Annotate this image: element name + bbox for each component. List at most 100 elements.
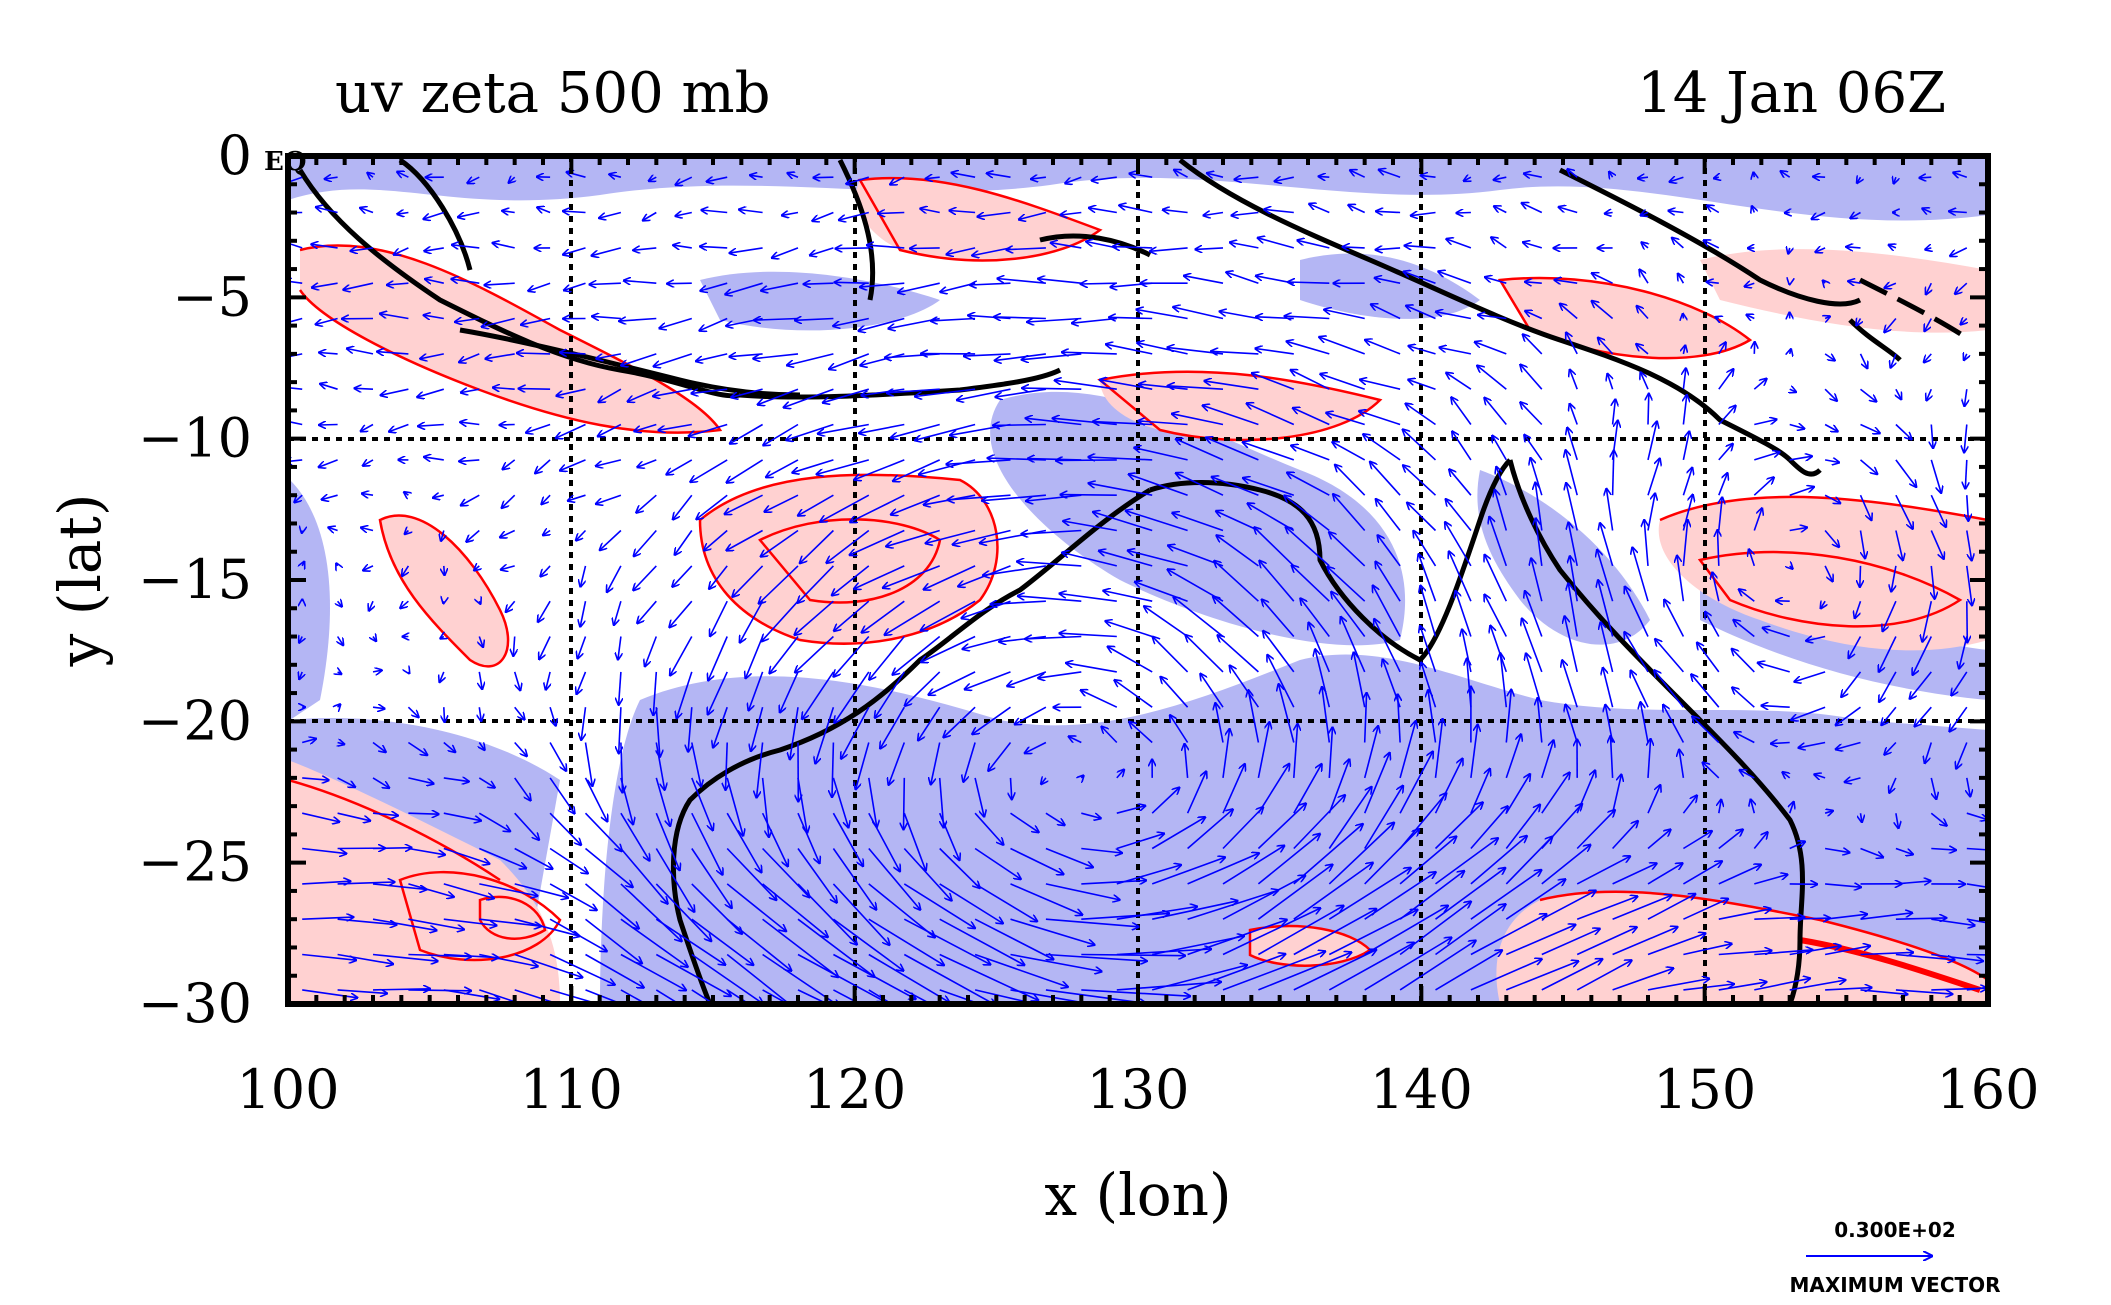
wind-vector	[1219, 311, 1259, 320]
wind-vector	[754, 319, 799, 321]
wind-vector	[782, 213, 799, 216]
wind-vector	[1965, 459, 1967, 489]
wind-vector	[726, 459, 764, 483]
wind-vector	[1734, 732, 1755, 744]
wind-vector	[1408, 346, 1436, 355]
wind-vector	[987, 173, 1011, 177]
wind-vector	[700, 282, 728, 291]
wind-vector	[1566, 450, 1578, 496]
x-tick-label: 150	[1653, 1058, 1756, 1121]
wind-vector	[818, 423, 869, 434]
wind-vector	[832, 918, 903, 971]
wind-vector	[1364, 786, 1403, 849]
wind-vector	[1053, 418, 1117, 426]
wind-vector	[1315, 649, 1331, 708]
wind-vector	[302, 812, 339, 822]
wind-vector	[1541, 891, 1596, 920]
wind-vector	[563, 211, 586, 212]
wind-vector	[689, 423, 728, 437]
wind-vector	[1632, 547, 1649, 602]
wind-vector	[1966, 847, 1988, 851]
wind-vector	[1436, 312, 1472, 320]
wind-vector	[1257, 764, 1289, 814]
wind-vector	[790, 707, 799, 759]
wind-vector	[1231, 213, 1259, 216]
wind-vector	[1407, 503, 1437, 532]
wind-vector	[1359, 411, 1401, 426]
wind-vector	[302, 847, 346, 854]
wind-vector	[459, 353, 480, 362]
wind-vector	[1222, 807, 1263, 850]
wind-vector	[1576, 856, 1630, 885]
wind-vector	[1682, 431, 1689, 461]
frame-ticks	[286, 154, 1990, 1006]
wind-vector	[1060, 213, 1082, 216]
wind-vector	[802, 671, 835, 719]
wind-vector	[1088, 457, 1153, 460]
wind-vector	[751, 706, 764, 751]
wind-vector	[404, 492, 409, 495]
wind-vector	[506, 600, 516, 612]
wind-vector	[1931, 849, 1956, 851]
wind-vector	[903, 989, 933, 1004]
wind-vector	[1541, 959, 1603, 991]
wind-vector	[1126, 511, 1188, 532]
wind-vector	[1606, 489, 1614, 531]
wind-vector	[592, 316, 621, 318]
wind-vector	[726, 989, 751, 1004]
wind-vector	[1364, 938, 1452, 991]
wind-vector	[479, 953, 538, 967]
wind-vector	[670, 636, 693, 676]
wind-vector	[1605, 213, 1613, 214]
wind-vector	[1910, 671, 1932, 699]
wind-vector	[1326, 413, 1365, 426]
wind-vector	[479, 636, 483, 648]
wind-vector	[1719, 800, 1721, 814]
wind-vector	[501, 566, 515, 570]
wind-vector	[1477, 366, 1507, 390]
y-axis-label: y (lat)	[46, 494, 114, 668]
wind-vector	[707, 177, 728, 182]
wind-vector	[1612, 968, 1674, 991]
wind-vector	[380, 388, 409, 395]
wind-vector	[1637, 306, 1649, 320]
wind-vector	[1202, 405, 1259, 426]
wind-vector	[1363, 726, 1379, 779]
wind-vector	[915, 388, 976, 396]
wind-vector	[1259, 561, 1295, 602]
wind-vector	[868, 918, 944, 965]
wind-vector	[1025, 637, 1082, 639]
wind-vector	[451, 279, 480, 284]
wind-vector	[1525, 311, 1543, 320]
wind-vector	[1520, 365, 1543, 390]
wind-vector	[1026, 494, 1082, 501]
wind-vector	[1567, 428, 1578, 461]
wind-vector	[655, 848, 694, 913]
wind-vector	[1106, 344, 1153, 355]
wind-vector	[389, 423, 409, 432]
wind-vector	[1889, 245, 1896, 248]
wind-vector	[856, 742, 870, 790]
wind-vector	[943, 706, 976, 737]
wind-vector	[725, 282, 763, 294]
wind-vector	[655, 812, 679, 870]
wind-vector	[1293, 724, 1298, 778]
wind-vector	[762, 989, 790, 1004]
wind-vector	[596, 459, 622, 466]
wind-vector	[1116, 769, 1124, 779]
wind-vector	[1174, 170, 1188, 178]
wind-vector	[921, 635, 976, 663]
wind-vector	[443, 812, 481, 821]
wind-vector	[1185, 635, 1224, 673]
wind-vector	[338, 672, 342, 674]
wind-vector	[1045, 847, 1093, 868]
wind-vector	[1824, 849, 1850, 853]
wind-vector	[1505, 690, 1511, 743]
wind-vector	[1789, 487, 1814, 496]
wind-vector	[1744, 283, 1755, 286]
wind-vector	[1648, 739, 1651, 778]
wind-vector	[1612, 863, 1657, 885]
wind-vector	[493, 388, 515, 390]
wind-vector	[1924, 353, 1932, 363]
wind-vector	[963, 742, 976, 783]
